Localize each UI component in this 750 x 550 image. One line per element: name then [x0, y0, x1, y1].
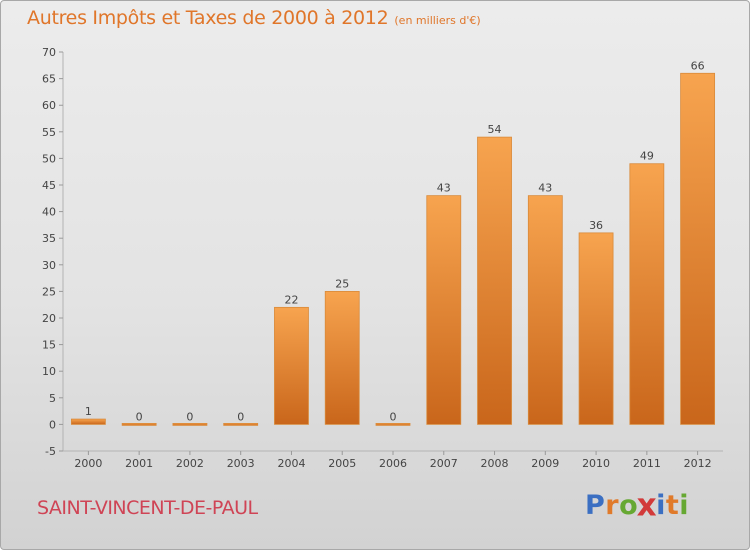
x-tick-label: 2004	[277, 457, 305, 470]
logo-letter: P	[585, 490, 606, 521]
bar-2011	[629, 163, 665, 425]
y-tick-label: 35	[42, 232, 56, 245]
value-label: 22	[284, 293, 298, 306]
bar-2009	[527, 195, 563, 425]
x-tick-label: 2000	[74, 457, 102, 470]
bar-2000	[70, 418, 106, 425]
commune-name: SAINT-VINCENT-DE-PAUL	[37, 497, 258, 519]
y-tick-label: 70	[42, 46, 56, 59]
x-tick-label: 2007	[430, 457, 458, 470]
x-tick-label: 2002	[176, 457, 204, 470]
bar-2001	[121, 422, 157, 426]
y-tick-label: 40	[42, 206, 56, 219]
bar-2007	[426, 195, 462, 425]
bar-2012	[680, 72, 716, 425]
chart-title: Autres Impôts et Taxes de 2000 à 2012 (en…	[27, 7, 481, 29]
x-tick-label: 2001	[125, 457, 153, 470]
value-label: 0	[390, 410, 397, 423]
y-tick-label: -5	[45, 445, 56, 458]
x-tick-label: 2010	[582, 457, 610, 470]
chart-title-text: Autres Impôts et Taxes de 2000 à 2012	[27, 7, 389, 29]
value-label: 0	[136, 410, 143, 423]
x-tick-label: 2005	[328, 457, 356, 470]
y-tick-label: 30	[42, 259, 56, 272]
proxiti-logo: Proxiti	[585, 487, 690, 524]
bar-layer	[70, 72, 716, 426]
y-tick-label: 45	[42, 179, 56, 192]
bar-2004	[274, 306, 309, 425]
logo-letter: i	[679, 490, 690, 521]
y-tick-label: 15	[42, 339, 56, 352]
y-tick-label: 20	[42, 312, 56, 325]
label-layer: 2000 1 2001 0 2002 0 2003 0 2004 22 2005 25 2006 0 200…	[74, 59, 711, 470]
x-tick-label: 2011	[633, 457, 661, 470]
value-label: 36	[589, 219, 603, 232]
value-label: 1	[85, 405, 92, 418]
bar-2008	[477, 136, 512, 425]
y-tick-label: 60	[42, 99, 56, 112]
logo-letter: t	[665, 490, 680, 521]
value-label: 66	[691, 59, 705, 72]
x-tick-label: 2009	[531, 457, 559, 470]
logo-letter: x	[636, 487, 658, 524]
logo-letter: r	[605, 490, 620, 521]
y-tick-label: 50	[42, 152, 56, 165]
y-tick-label: 65	[42, 73, 56, 86]
y-tick-label: 0	[49, 418, 56, 431]
bar-2003	[223, 422, 259, 426]
value-label: 43	[538, 182, 552, 195]
value-label: 25	[335, 277, 349, 290]
x-tick-label: 2003	[227, 457, 255, 470]
y-tick-label: 5	[49, 392, 56, 405]
value-label: 0	[237, 410, 244, 423]
x-tick-label: 2012	[684, 457, 712, 470]
bar-2006	[375, 422, 411, 426]
logo-letter: o	[619, 490, 639, 521]
y-tick-label: 10	[42, 365, 56, 378]
bar-2002	[172, 422, 208, 426]
bar-2005	[324, 290, 360, 425]
value-label: 49	[640, 150, 654, 163]
value-label: 54	[488, 123, 502, 136]
x-tick-label: 2008	[481, 457, 509, 470]
value-label: 0	[186, 410, 193, 423]
logo-letter: i	[656, 490, 666, 521]
y-tick-label: 25	[42, 285, 56, 298]
bar-2010	[578, 232, 614, 425]
y-tick-label: 55	[42, 126, 56, 139]
x-tick-label: 2006	[379, 457, 407, 470]
value-label: 43	[437, 182, 451, 195]
chart-subtitle: (en milliers d'€)	[394, 14, 481, 27]
